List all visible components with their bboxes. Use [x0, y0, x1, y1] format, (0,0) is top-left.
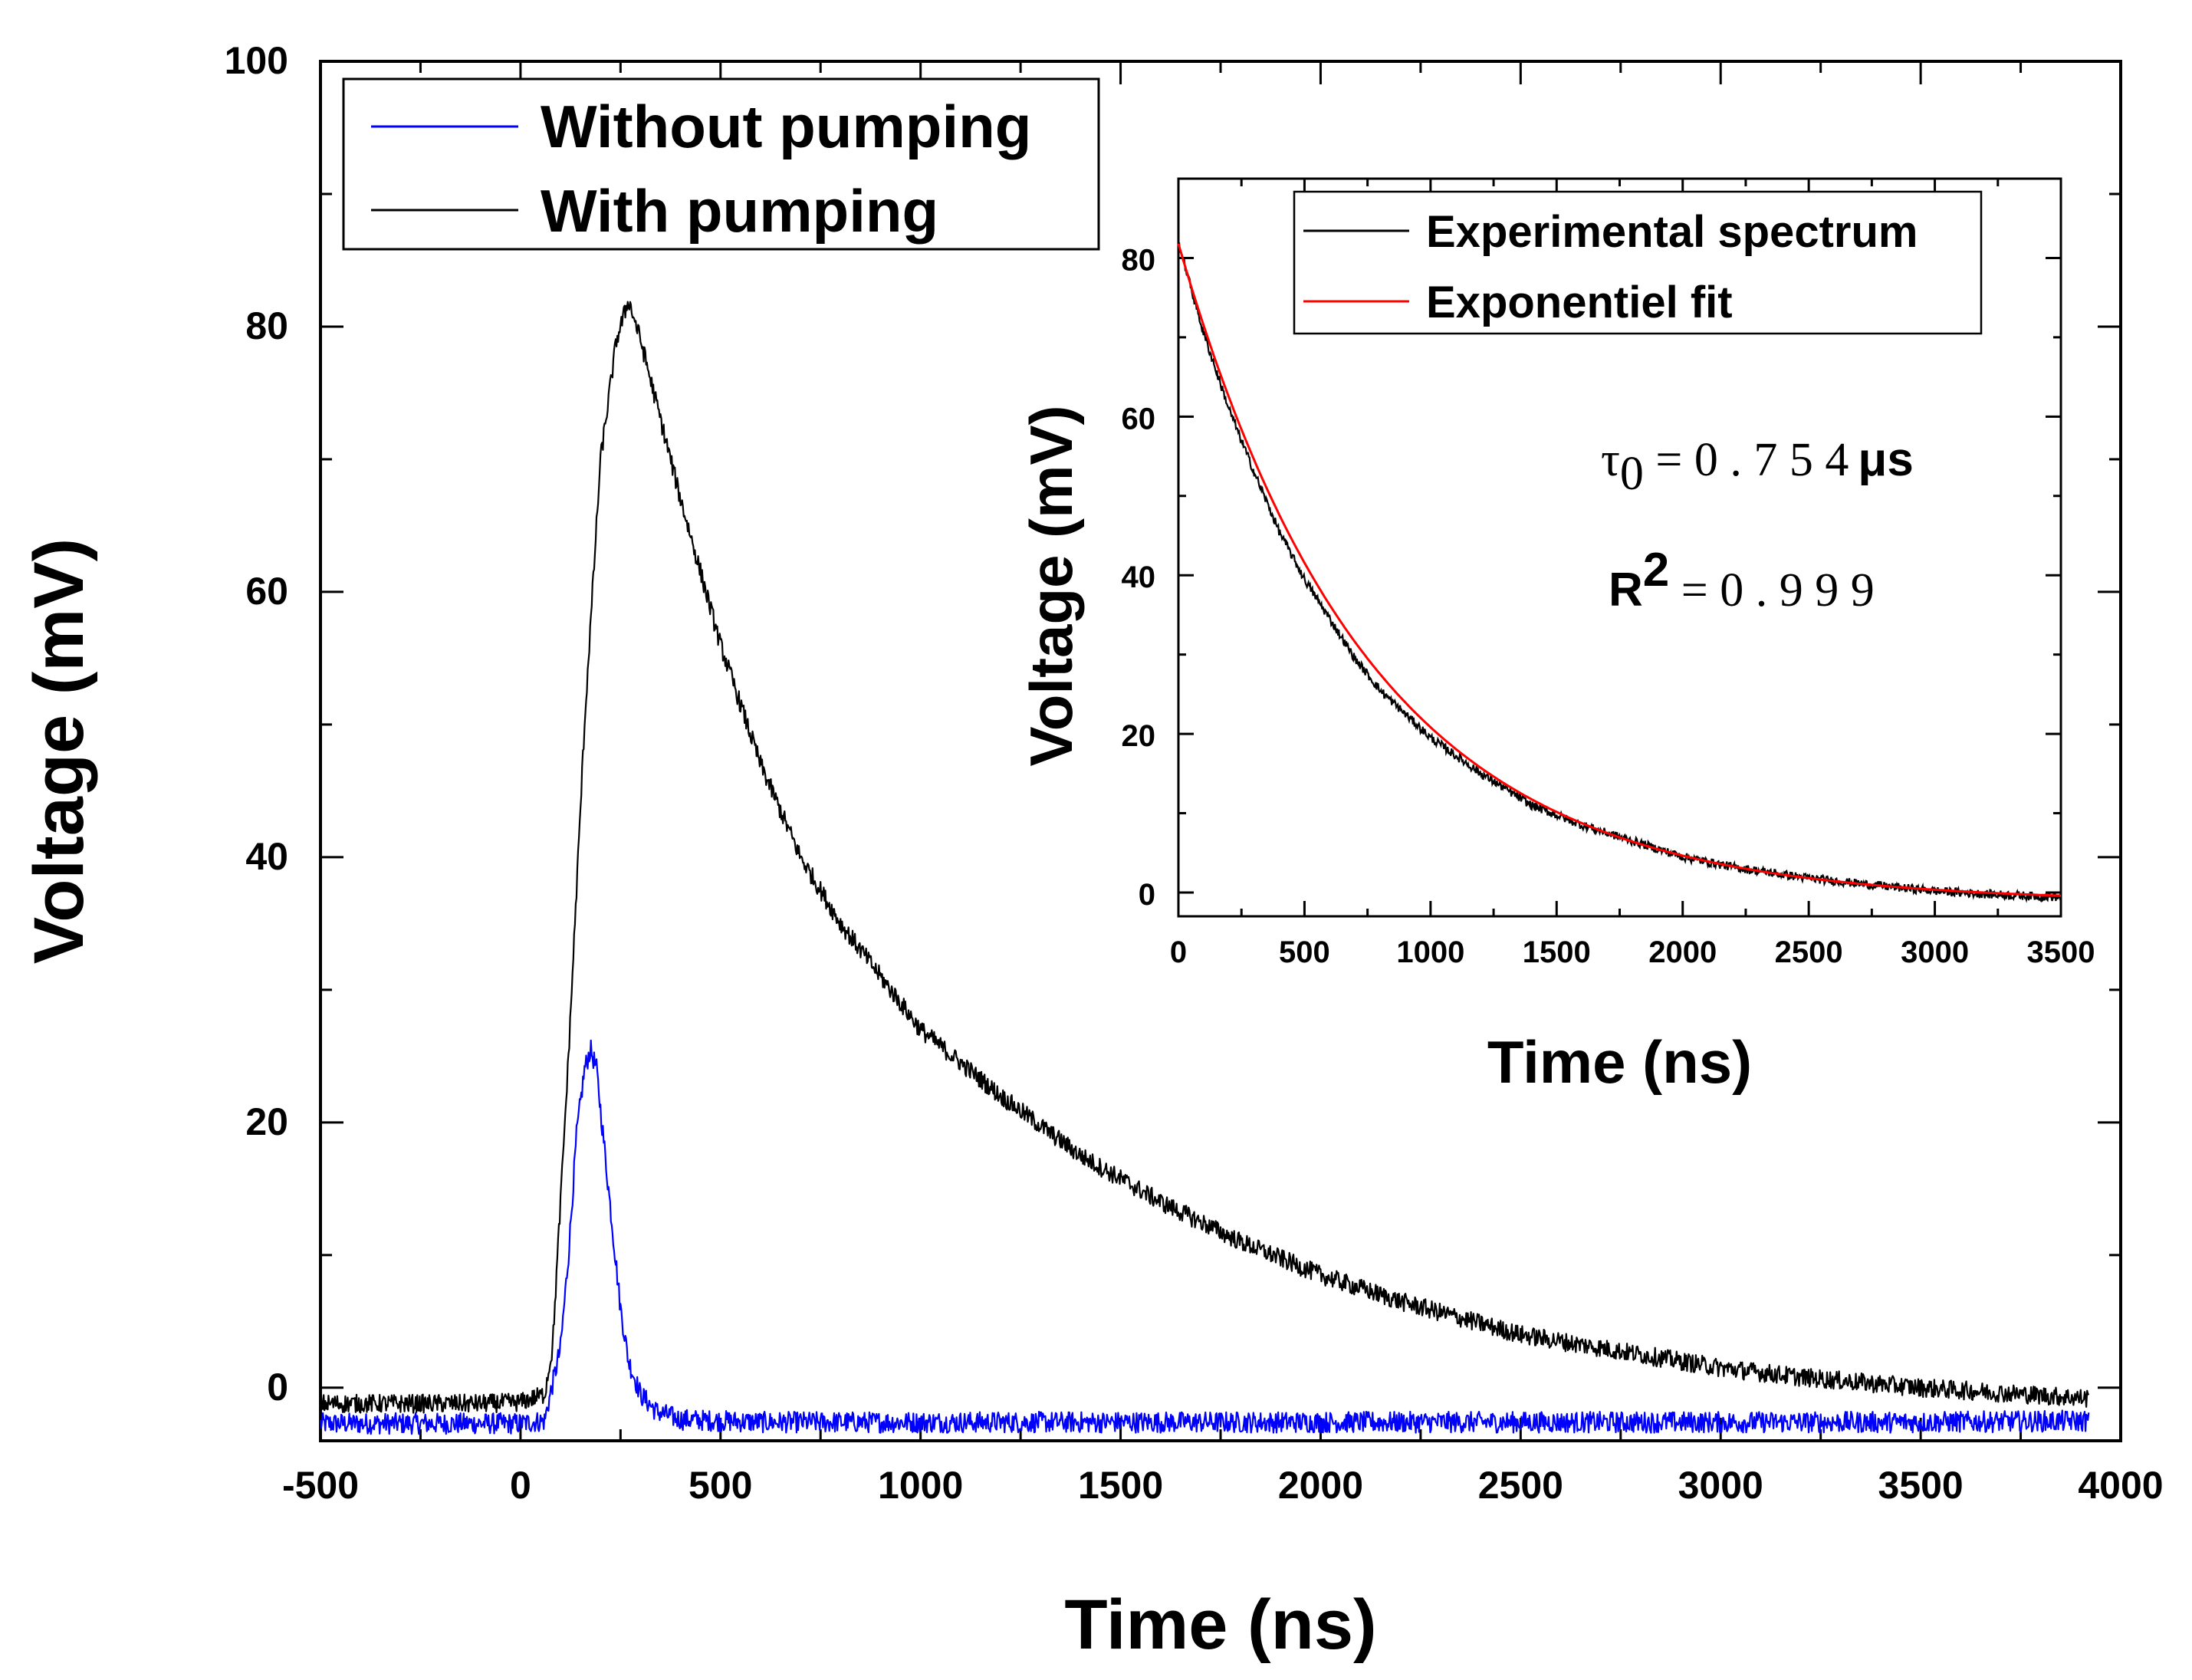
- inset-legend-box: [1293, 190, 1983, 335]
- x-tick-label: 3500: [1878, 1464, 1963, 1507]
- series-without-pumping: [319, 1039, 2090, 1435]
- x-tick-label: 500: [688, 1464, 752, 1507]
- series-exponentiel-fit: [1177, 243, 2062, 897]
- main-x-axis-title: Time (ns): [1064, 1586, 1376, 1664]
- y-tick-label: 20: [245, 1100, 288, 1143]
- y-tick-label: 80: [245, 304, 288, 347]
- inset-legend: Experimental spectrum Exponentiel fit: [1293, 190, 1983, 335]
- y-tick-label: 100: [225, 39, 288, 82]
- x-tick-label: 1000: [878, 1464, 963, 1507]
- legend-label-exponentiel-fit: Exponentiel fit: [1426, 278, 1733, 327]
- y-tick-label: 40: [1122, 561, 1156, 594]
- legend-label-with-pumping: With pumping: [541, 177, 938, 245]
- series-experimental-spectrum: [1177, 242, 2062, 903]
- tau-unit: μs: [1858, 433, 1913, 486]
- main-series-group: [319, 301, 2090, 1435]
- y-tick-label: 20: [1122, 719, 1156, 753]
- y-tick-label: 0: [1139, 878, 1155, 912]
- tau-value: = 0 . 7 5 4: [1644, 434, 1849, 486]
- legend-label-without-pumping: Without pumping: [541, 93, 1031, 160]
- legend-label-experimental-spectrum: Experimental spectrum: [1426, 207, 1918, 257]
- x-tick-label: -500: [282, 1464, 359, 1507]
- inset-x-axis-title: Time (ns): [1487, 1028, 1752, 1096]
- x-tick-label: 0: [1170, 935, 1187, 969]
- y-tick-label: 40: [245, 835, 288, 878]
- main-y-axis-title: Voltage (mV): [20, 538, 98, 964]
- tau-subscript: 0: [1620, 448, 1644, 500]
- inset-y-axis-title: Voltage (mV): [1017, 406, 1085, 767]
- y-tick-label: 0: [267, 1366, 288, 1409]
- x-tick-label: 1500: [1078, 1464, 1163, 1507]
- r2-value: = 0 . 9 9 9: [1669, 564, 1874, 616]
- x-tick-label: 4000: [2078, 1464, 2163, 1507]
- x-tick-label: 2000: [1648, 935, 1717, 969]
- inset-series-group: [1177, 242, 2062, 903]
- x-tick-label: 1000: [1396, 935, 1464, 969]
- main-legend: Without pumping With pumping: [342, 77, 1100, 251]
- x-tick-label: 3000: [1678, 1464, 1763, 1507]
- x-tick-label: 2000: [1278, 1464, 1363, 1507]
- x-tick-label: 1500: [1523, 935, 1591, 969]
- main-chart: -500 0 500 1000 1500 2000 2500 3000 3500 40000204…: [20, 39, 2164, 1664]
- r2-superscript: 2: [1643, 544, 1669, 597]
- y-tick-label: 80: [1122, 243, 1156, 277]
- r2-symbol: R: [1609, 564, 1643, 616]
- x-tick-label: 500: [1279, 935, 1330, 969]
- y-tick-label: 60: [245, 570, 288, 613]
- x-tick-label: 2500: [1775, 935, 1843, 969]
- r-squared-annotation: R2 = 0 . 9 9 9: [1609, 544, 1875, 616]
- tau-symbol: τ: [1601, 434, 1620, 486]
- x-tick-label: 3500: [2027, 935, 2095, 969]
- x-tick-label: 3000: [1901, 935, 1969, 969]
- x-tick-label: 0: [510, 1464, 531, 1507]
- y-tick-label: 60: [1122, 402, 1156, 436]
- tau-annotation: τ0 = 0 . 7 5 4 μs: [1601, 433, 1914, 500]
- series-with-pumping: [319, 301, 2090, 1414]
- main-legend-box: [342, 77, 1100, 251]
- x-tick-label: 2500: [1478, 1464, 1563, 1507]
